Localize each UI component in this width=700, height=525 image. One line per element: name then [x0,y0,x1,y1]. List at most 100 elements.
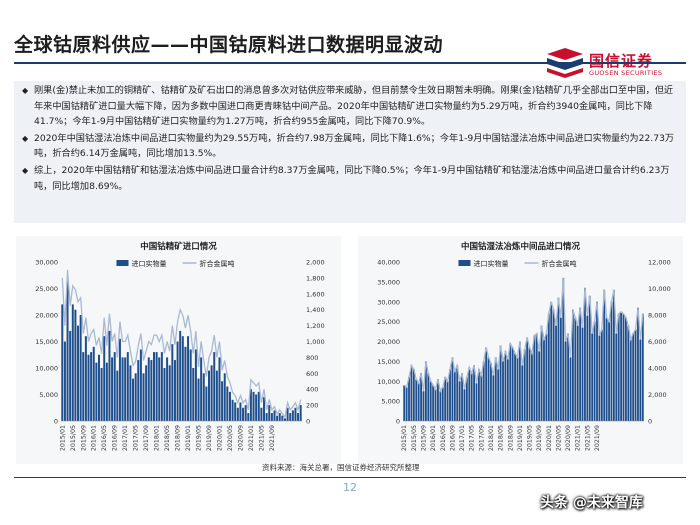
y-left-tick-label: 5,000 [381,398,400,406]
y-left-tick-label: 40,000 [377,259,400,267]
title-divider [14,62,686,64]
bar [641,313,644,421]
bar [620,311,623,421]
page-number: 12 [343,481,357,494]
bar [247,413,250,421]
bar [424,361,427,422]
bar [249,389,252,421]
bar [506,359,509,421]
legend-label-bars: 进口实物量 [132,259,167,268]
bar [485,347,488,421]
x-tick-label: 2020/09 [237,425,244,451]
bar [126,352,129,421]
bar [228,391,231,421]
bar [139,349,142,421]
y-left-tick-label: 0 [54,418,58,426]
bar [625,317,627,421]
y-left-tick-label: 20,000 [35,312,58,320]
x-tick-label: 2017/01 [459,425,466,451]
bar [612,289,615,421]
bar [468,367,471,421]
bar [95,362,98,421]
bar [137,360,140,421]
legend-label-line: 折合金属吨 [200,259,235,268]
bar [557,297,560,421]
y-left-tick-label: 10,000 [35,365,58,373]
y-right-tick-label: 800 [306,354,318,362]
bar [71,304,74,421]
bar [437,379,439,421]
x-tick-label: 2015/01 [59,425,66,451]
x-tick-label: 2021/09 [594,425,601,451]
y-left-tick-label: 20,000 [377,338,400,346]
bar [509,343,512,421]
bar [446,381,449,421]
bar [639,339,642,421]
x-tick-label: 2021/01 [575,425,582,451]
bar [197,378,200,421]
watermark-text: 头条 @未来智库 [540,495,643,511]
bar [105,362,108,421]
bar [417,383,420,421]
bar [434,389,437,421]
y-left-tick-label: 25,000 [35,285,58,293]
bar [97,354,100,421]
bar [286,407,289,421]
bar [632,333,635,421]
bar [600,329,603,421]
bar [422,391,425,421]
bar [184,346,187,421]
x-tick-label: 2018/05 [164,425,171,451]
bar [540,325,543,421]
bar [533,335,536,421]
x-tick-label: 2021/01 [248,425,255,451]
y-right-tick-label: 1,000 [306,338,325,346]
bar [291,410,294,421]
source-note: 资料来源：海关总署，国信证券经济研究所整理 [262,463,420,472]
chart-title: 中国钴精矿进口情况 [140,241,217,252]
bar [100,368,103,421]
bar [420,373,422,421]
legend-bar-swatch [116,260,129,266]
x-tick-label: 2020/01 [216,425,223,451]
bar [531,353,533,421]
bar [278,413,281,421]
bar [576,325,579,421]
bar [581,327,584,421]
bar [562,277,565,421]
x-tick-label: 2016/09 [449,425,456,451]
bar [82,352,85,421]
legend-bar-swatch [458,260,471,266]
bar [499,345,502,421]
x-tick-label: 2015/09 [80,425,87,451]
bar [215,370,218,421]
bar [255,394,258,421]
x-tick-label: 2018/01 [154,425,161,451]
bar [535,333,538,421]
x-tick-label: 2017/09 [143,425,150,451]
bar [596,301,598,421]
bar [432,385,435,421]
x-tick-label: 2017/01 [122,425,129,451]
x-tick-label: 2016/01 [430,425,437,451]
bar [470,373,473,421]
bar [588,295,591,421]
x-tick-label: 2018/09 [507,425,514,451]
bar [415,379,418,421]
bar [456,365,459,421]
bar [429,381,432,421]
bar [617,313,620,421]
bar [108,330,111,421]
bar [543,339,545,421]
bar [66,277,69,421]
x-tick-label: 2016/09 [112,425,119,451]
y-right-tick-label: 1,200 [306,322,325,330]
bar [441,387,444,421]
bar [155,352,158,421]
cobalt-concentrate-import-chart: 中国钴精矿进口情况 进口实物量 折合金属吨 0 5,000 10,000 15,000 20,… [16,236,341,464]
bar [176,341,179,421]
y-right-tick-label: 400 [306,386,318,394]
bar [518,341,521,421]
bar [129,365,132,421]
